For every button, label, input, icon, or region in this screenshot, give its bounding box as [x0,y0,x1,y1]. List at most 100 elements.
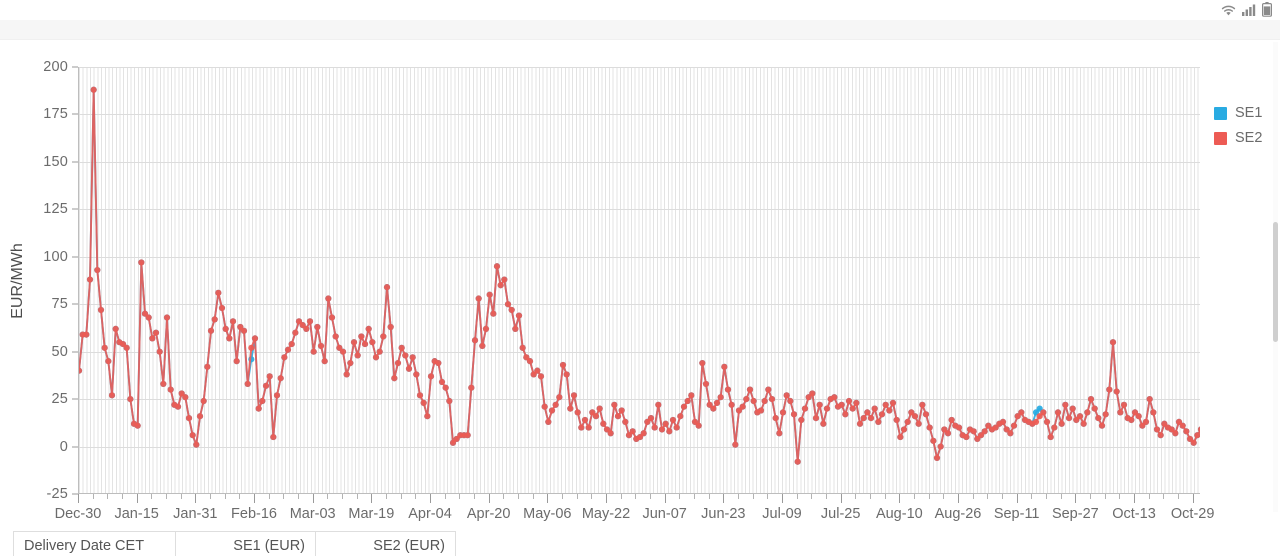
data-point[interactable] [424,413,431,420]
data-point[interactable] [321,358,328,365]
data-point[interactable] [306,318,314,325]
legend-item-se1[interactable]: SE1 [1214,105,1262,121]
data-point[interactable] [163,314,171,321]
data-point[interactable] [592,413,600,420]
data-point[interactable] [1117,409,1124,416]
data-point[interactable] [651,424,658,431]
chart-legend[interactable]: SE1 SE2 [1214,105,1262,146]
column-header-se2[interactable]: SE2 (EUR) [315,531,456,556]
data-point[interactable] [783,392,790,399]
data-point[interactable] [746,386,754,393]
data-point[interactable] [244,380,251,388]
data-point[interactable] [328,314,336,321]
data-point[interactable] [534,367,541,374]
data-point[interactable] [182,394,189,401]
data-point[interactable] [867,414,875,422]
data-point[interactable] [262,382,270,389]
data-point[interactable] [853,399,860,407]
data-point[interactable] [1095,414,1102,422]
data-point[interactable] [292,329,299,336]
data-point[interactable] [383,284,391,291]
data-point[interactable] [391,375,398,382]
data-point[interactable] [743,396,750,403]
data-point[interactable] [409,354,416,361]
page-scrollbar[interactable] [1273,42,1278,512]
data-point[interactable] [1040,409,1047,416]
data-point[interactable] [849,405,856,412]
data-point[interactable] [596,405,603,412]
data-point[interactable] [1113,388,1120,395]
data-point[interactable] [1010,422,1018,429]
data-point[interactable] [1032,418,1040,425]
data-point[interactable] [666,428,673,435]
data-point[interactable] [1098,422,1106,429]
data-point[interactable] [794,458,801,465]
data-point[interactable] [915,420,922,427]
data-point[interactable] [196,413,204,420]
data-point[interactable] [1087,396,1095,403]
legend-item-se2[interactable]: SE2 [1214,130,1262,146]
data-point[interactable] [823,405,831,412]
data-point[interactable] [97,306,105,314]
data-point[interactable] [919,401,926,408]
data-point[interactable] [801,405,809,412]
data-point[interactable] [809,390,816,397]
data-point[interactable] [897,433,904,441]
data-point[interactable] [1135,413,1142,420]
data-point[interactable] [669,416,677,424]
data-point[interactable] [1194,432,1200,439]
data-point[interactable] [1150,409,1157,416]
data-point[interactable] [83,331,90,338]
data-point[interactable] [251,335,259,342]
data-point[interactable] [438,378,446,386]
data-point[interactable] [380,333,387,340]
data-point[interactable] [893,416,900,424]
data-point[interactable] [317,342,325,350]
data-point[interactable] [684,397,691,405]
data-point[interactable] [1043,418,1051,425]
data-point[interactable] [149,335,156,342]
data-point[interactable] [471,337,479,344]
data-point[interactable] [215,289,222,296]
data-point[interactable] [1047,433,1054,441]
data-point[interactable] [1157,432,1164,439]
data-point[interactable] [904,418,911,425]
data-point[interactable] [112,325,119,332]
data-point[interactable] [446,397,453,405]
data-point[interactable] [864,409,871,416]
data-point[interactable] [750,397,757,405]
data-point[interactable] [1080,420,1087,427]
data-point[interactable] [816,401,823,408]
data-point[interactable] [185,414,193,422]
data-point[interactable] [787,397,794,405]
data-point[interactable] [798,416,805,424]
data-point[interactable] [768,396,776,403]
data-point[interactable] [713,399,721,407]
data-point[interactable] [1106,386,1113,393]
data-point[interactable] [933,454,941,462]
data-point[interactable] [519,344,526,351]
data-point[interactable] [724,386,732,393]
data-point[interactable] [127,396,134,403]
data-point[interactable] [1051,424,1058,431]
data-point[interactable] [614,413,622,420]
data-point[interactable] [955,424,963,431]
scrollbar-thumb[interactable] [1273,222,1278,342]
data-point[interactable] [662,420,669,427]
data-point[interactable] [152,329,160,336]
data-point[interactable] [229,318,237,325]
data-point[interactable] [1069,405,1076,412]
data-point[interactable] [1062,401,1069,408]
data-point[interactable] [167,386,174,393]
data-point[interactable] [1183,428,1190,435]
data-point[interactable] [416,392,424,399]
data-point[interactable] [548,407,556,414]
data-point[interactable] [922,411,930,418]
data-point[interactable] [207,327,215,334]
data-point[interactable] [314,323,321,331]
data-point[interactable] [1102,411,1109,418]
data-point[interactable] [761,397,768,405]
data-point[interactable] [493,263,501,270]
data-point[interactable] [464,432,471,439]
data-point[interactable] [1065,414,1073,422]
